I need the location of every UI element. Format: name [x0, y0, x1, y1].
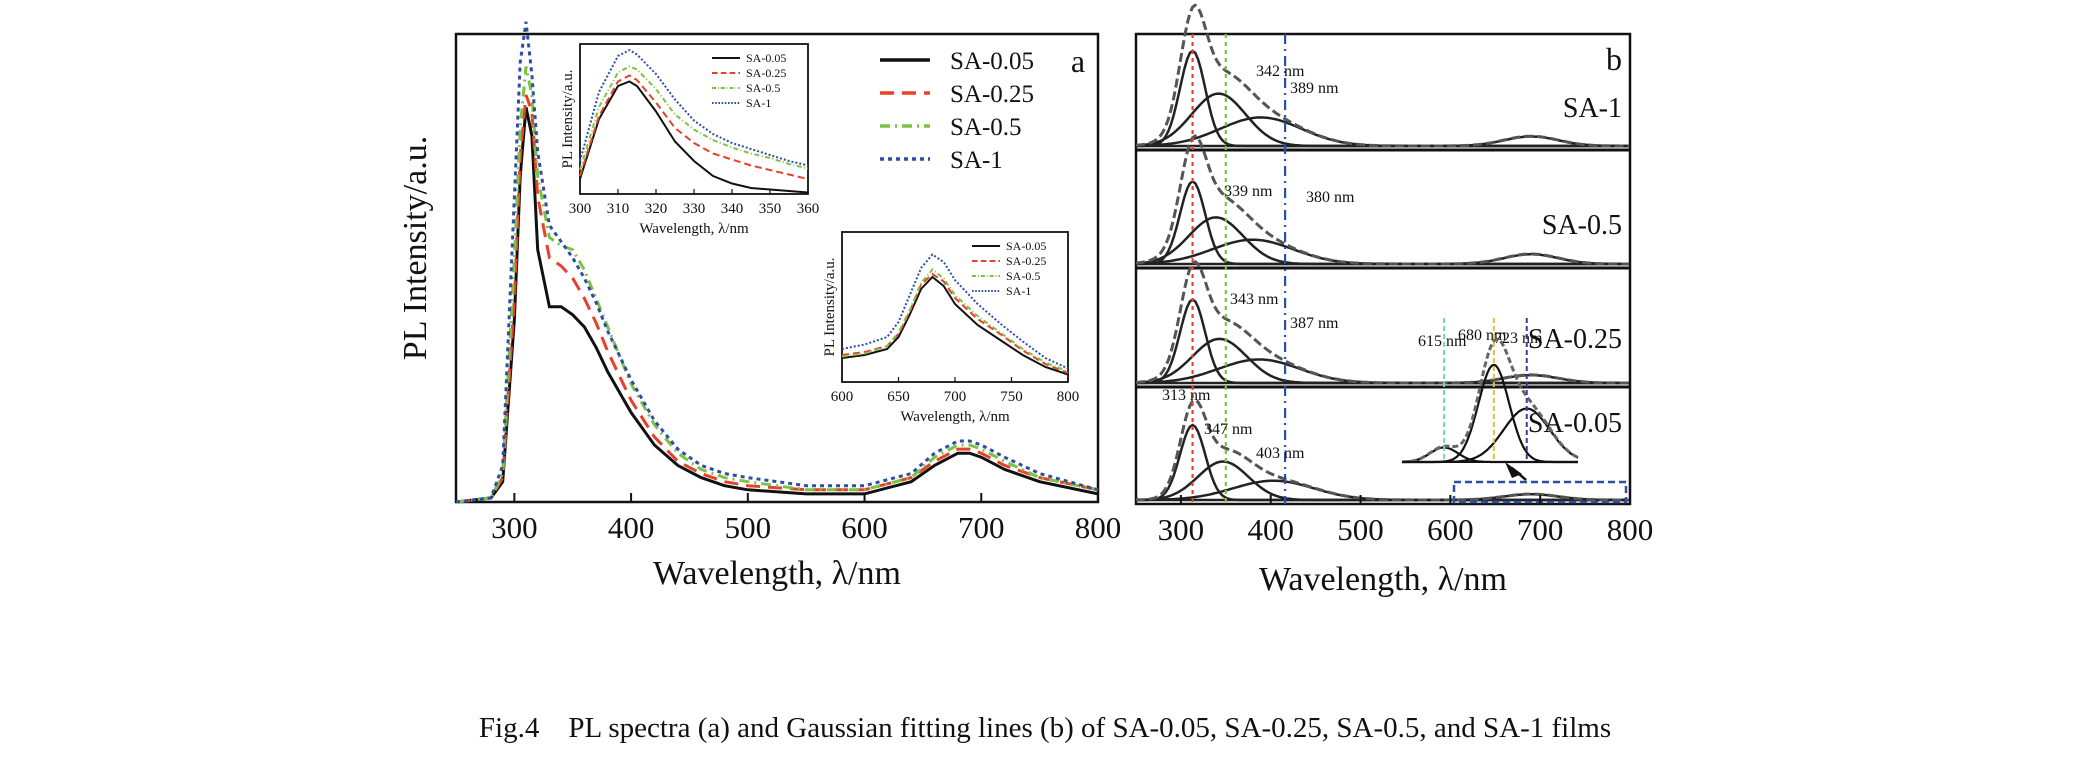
peak-label: 313 nm: [1162, 387, 1211, 404]
zoom-envelope: [1401, 337, 1579, 464]
subpanel-SA-0.05: SA-0.05: [1136, 398, 1630, 502]
inset-legend-label: SA-0.25: [746, 66, 786, 80]
panel-a: 300 400 500 600 700 800 Wavelength, λ/nm PL Int…: [397, 21, 1122, 592]
inset-series-SA-0.05: [841, 275, 1069, 376]
x-tick-label: 300: [491, 510, 538, 545]
peak-label: 403 nm: [1256, 445, 1305, 462]
subpanel-label-SA-0.05: SA-0.05: [1528, 408, 1622, 439]
legend-label-SA-0.5: SA-0.5: [950, 114, 1022, 141]
panel-label-b: b: [1606, 41, 1622, 77]
legend-label-SA-0.05: SA-0.05: [950, 48, 1034, 75]
peak-label: 347 nm: [1204, 421, 1253, 438]
inset-x-label: Wavelength, λ/nm: [639, 221, 749, 237]
peak-label: 723 nm: [1494, 330, 1543, 347]
inset-x-tick-label: 330: [683, 201, 706, 217]
y-axis-label: PL Intensity/a.u.: [397, 136, 434, 360]
series-line-SA-1: [455, 21, 1099, 504]
panel-a-frame: [454, 32, 1100, 504]
series-line-SA-0.5: [455, 66, 1099, 504]
inset-series-SA-0.25: [579, 74, 809, 180]
inset-series-SA-0.25: [841, 272, 1069, 374]
envelope-curve: [1135, 3, 1630, 148]
x-tick-label: 300: [1158, 512, 1205, 547]
inset-x-label: Wavelength, λ/nm: [900, 409, 1010, 425]
peak-label: 343 nm: [1230, 291, 1279, 308]
inset-legend-label: SA-0.05: [746, 51, 786, 65]
inset-x-tick-label: 340: [721, 201, 744, 217]
inset-legend-label: SA-1: [746, 96, 771, 110]
x-axis-label: Wavelength, λ/nm: [653, 555, 901, 592]
subpanel-label-SA-1: SA-1: [1563, 93, 1622, 124]
peak-label: 342 nm: [1256, 63, 1305, 80]
inset-legend-label: SA-0.05: [1006, 239, 1046, 253]
inset-x-tick-label: 700: [944, 389, 967, 405]
peak-label: 615 nm: [1418, 333, 1467, 350]
inset-series-SA-0.5: [579, 65, 809, 171]
x-tick-label: 600: [1427, 512, 1474, 547]
inset-x-tick-label: 320: [645, 201, 668, 217]
peak-label: 387 nm: [1290, 315, 1339, 332]
gaussian-component: [1135, 238, 1630, 266]
inset-legend-label: SA-1: [1006, 284, 1031, 298]
x-tick-label: 800: [1607, 512, 1654, 547]
x-tick-label: 800: [1075, 510, 1122, 545]
x-tick-label: 700: [1517, 512, 1564, 547]
peak-label: 339 nm: [1224, 183, 1273, 200]
gaussian-component: [1135, 358, 1630, 385]
inset-legend-label: SA-0.5: [746, 81, 780, 95]
zoom-inset: [1401, 318, 1628, 504]
inset-frame: [841, 231, 1069, 383]
x-axis-label: Wavelength, λ/nm: [1259, 561, 1507, 598]
inset-x-tick-label: 300: [569, 201, 592, 217]
a-inset-uv: 300 310 320 330 340 350 360 Wavelength, λ/nm PL …: [560, 43, 820, 237]
legend-label-SA-1: SA-1: [950, 147, 1003, 174]
inset-x-tick-label: 350: [759, 201, 782, 217]
inset-x-tick-label: 800: [1057, 389, 1080, 405]
x-tick-label: 400: [1247, 512, 1294, 547]
inset-x-tick-label: 360: [797, 201, 820, 217]
inset-y-label: PL Intensity/a.u.: [560, 69, 576, 168]
gaussian-component: [1135, 116, 1630, 148]
inset-x-tick-label: 600: [831, 389, 854, 405]
subpanel-SA-0.5: SA-0.5: [1135, 134, 1630, 266]
inset-series-SA-0.5: [841, 268, 1069, 373]
inset-series-SA-0.05: [579, 80, 809, 194]
peak-label: 389 nm: [1290, 80, 1339, 97]
x-tick-label: 700: [958, 510, 1005, 545]
x-tick-label: 600: [841, 510, 888, 545]
zoom-arrow: [1511, 467, 1527, 481]
legend-label-SA-0.25: SA-0.25: [950, 81, 1034, 108]
inset-series-SA-1: [841, 253, 1069, 370]
a-inset-red: 600 650 700 750 800 Wavelength, λ/nm PL Intens…: [822, 231, 1080, 425]
subpanel-label-SA-0.25: SA-0.25: [1528, 324, 1622, 355]
x-tick-label: 400: [608, 510, 655, 545]
inset-x-tick-label: 650: [887, 389, 910, 405]
x-tick-label: 500: [1337, 512, 1384, 547]
inset-legend-label: SA-0.5: [1006, 269, 1040, 283]
figure-canvas: 300 400 500 600 700 800 Wavelength, λ/nm PL Int…: [397, 3, 1654, 598]
peak-label: 380 nm: [1306, 189, 1355, 206]
subpanel-label-SA-0.5: SA-0.5: [1542, 210, 1622, 241]
inset-legend-label: SA-0.25: [1006, 254, 1046, 268]
inset-x-tick-label: 750: [1000, 389, 1023, 405]
envelope-curve: [1135, 134, 1630, 266]
subpanel-SA-1: SA-1: [1135, 3, 1630, 148]
subpanel-SA-0.25: SA-0.25: [1135, 260, 1630, 385]
envelope-curve: [1135, 260, 1630, 385]
inset-y-label: PL Intensity/a.u.: [822, 257, 838, 356]
series-line-SA-0.25: [455, 94, 1099, 504]
figure-caption: Fig.4 PL spectra (a) and Gaussian fittin…: [478, 712, 1612, 744]
inset-x-tick-label: 310: [607, 201, 630, 217]
panel-label-a: a: [1071, 43, 1085, 79]
envelope-curve: [1136, 398, 1630, 502]
x-tick-label: 500: [725, 510, 772, 545]
